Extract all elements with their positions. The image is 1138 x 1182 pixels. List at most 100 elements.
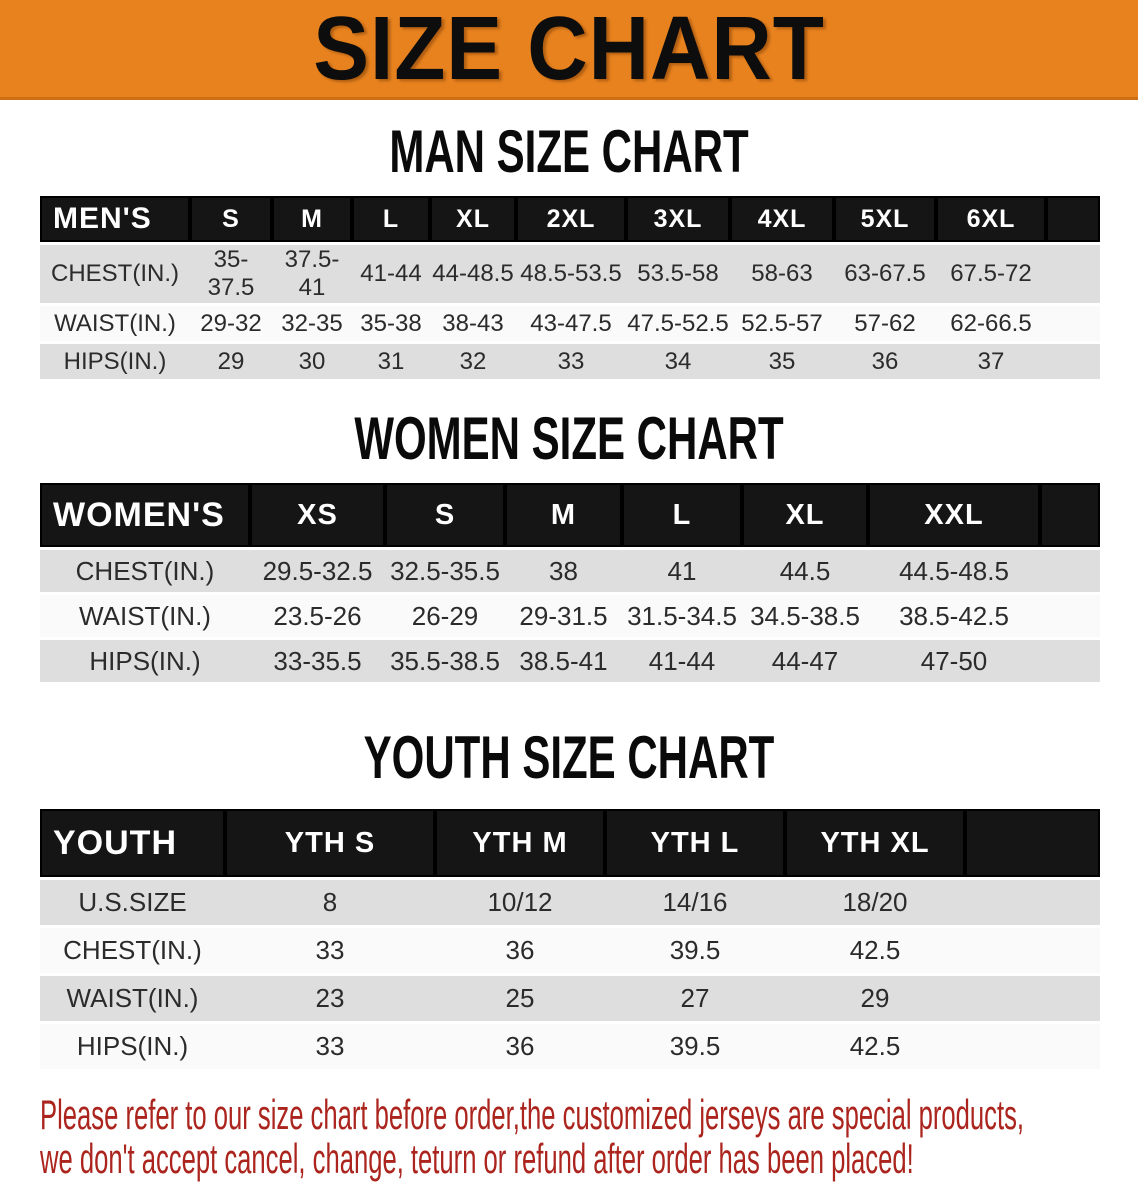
- size-value-cell: 23.5-26: [250, 592, 385, 637]
- size-column-header: 2XL: [516, 196, 626, 242]
- filler-cell: [965, 1021, 1100, 1069]
- size-value-cell: 35: [730, 341, 834, 379]
- size-value-cell: 29-32: [190, 303, 272, 341]
- size-value-cell: 43-47.5: [516, 303, 626, 341]
- filler-cell: [965, 973, 1100, 1021]
- size-value-cell: 32: [430, 341, 516, 379]
- size-value-cell: 44-47: [742, 637, 868, 682]
- size-value-cell: 44-48.5: [430, 242, 516, 303]
- banner-title: SIZE CHART: [313, 0, 825, 99]
- size-value-cell: 29.5-32.5: [250, 547, 385, 592]
- size-value-cell: 33-35.5: [250, 637, 385, 682]
- table-row: U.S.SIZE 8 10/12 14/16 18/20: [40, 877, 1100, 925]
- size-value-cell: 37: [936, 341, 1046, 379]
- youth-section-heading: YOUTH SIZE CHART: [363, 724, 775, 791]
- size-column-header: YTH L: [605, 809, 785, 877]
- size-value-cell: 34: [626, 341, 730, 379]
- size-value-cell: 37.5-41: [272, 242, 352, 303]
- size-column-header: XL: [742, 483, 868, 547]
- size-value-cell: 36: [435, 925, 605, 973]
- size-column-header: L: [352, 196, 430, 242]
- size-value-cell: 27: [605, 973, 785, 1021]
- size-column-header: 6XL: [936, 196, 1046, 242]
- row-label: CHEST(IN.): [40, 242, 190, 303]
- row-label: CHEST(IN.): [40, 925, 225, 973]
- size-value-cell: 67.5-72: [936, 242, 1046, 303]
- youth-size-table: YOUTH YTH S YTH M YTH L YTH XL U.S.SIZE 8 10/12…: [40, 809, 1100, 1069]
- table-row: HIPS(IN.) 33 36 39.5 42.5: [40, 1021, 1100, 1069]
- size-value-cell: 31: [352, 341, 430, 379]
- size-column-header: YTH XL: [785, 809, 965, 877]
- size-column-header: M: [272, 196, 352, 242]
- size-value-cell: 10/12: [435, 877, 605, 925]
- row-label: WAIST(IN.): [40, 592, 250, 637]
- size-column-header: 5XL: [834, 196, 936, 242]
- size-value-cell: 38.5-41: [505, 637, 622, 682]
- filler-cell: [1046, 196, 1100, 242]
- table-row: HIPS(IN.) 29 30 31 32 33 34 35 36 37: [40, 341, 1100, 379]
- size-value-cell: 18/20: [785, 877, 965, 925]
- size-value-cell: 52.5-57: [730, 303, 834, 341]
- size-column-header: M: [505, 483, 622, 547]
- disclaimer-line-1: Please refer to our size chart before or…: [40, 1091, 1025, 1138]
- header-row: MEN'S S M L XL 2XL 3XL 4XL 5XL 6XL: [40, 196, 1100, 242]
- filler-cell: [1040, 547, 1100, 592]
- size-value-cell: 44.5: [742, 547, 868, 592]
- size-value-cell: 44.5-48.5: [868, 547, 1040, 592]
- row-label: WAIST(IN.): [40, 973, 225, 1021]
- size-value-cell: 48.5-53.5: [516, 242, 626, 303]
- filler-cell: [1046, 242, 1100, 303]
- size-value-cell: 33: [516, 341, 626, 379]
- size-column-header: YTH M: [435, 809, 605, 877]
- men-section-heading: MAN SIZE CHART: [389, 118, 749, 185]
- size-value-cell: 8: [225, 877, 435, 925]
- men-size-table: MEN'S S M L XL 2XL 3XL 4XL 5XL 6XL CHEST(IN.) 35-37…: [40, 196, 1100, 379]
- header-row: WOMEN'S XS S M L XL XXL: [40, 483, 1100, 547]
- size-value-cell: 33: [225, 1021, 435, 1069]
- filler-cell: [1040, 483, 1100, 547]
- filler-cell: [1046, 303, 1100, 341]
- size-value-cell: 38-43: [430, 303, 516, 341]
- size-value-cell: 31.5-34.5: [622, 592, 742, 637]
- filler-cell: [1040, 637, 1100, 682]
- size-value-cell: 32-35: [272, 303, 352, 341]
- size-value-cell: 35.5-38.5: [385, 637, 505, 682]
- size-value-cell: 62-66.5: [936, 303, 1046, 341]
- table-row: CHEST(IN.) 35-37.5 37.5-41 41-44 44-48.5 48.5…: [40, 242, 1100, 303]
- size-value-cell: 36: [435, 1021, 605, 1069]
- table-row: CHEST(IN.) 33 36 39.5 42.5: [40, 925, 1100, 973]
- filler-cell: [965, 809, 1100, 877]
- row-label: HIPS(IN.): [40, 637, 250, 682]
- size-value-cell: 34.5-38.5: [742, 592, 868, 637]
- table-header-label: YOUTH: [40, 809, 225, 877]
- size-value-cell: 53.5-58: [626, 242, 730, 303]
- size-value-cell: 32.5-35.5: [385, 547, 505, 592]
- table-header-label: WOMEN'S: [40, 483, 250, 547]
- row-label: HIPS(IN.): [40, 341, 190, 379]
- table-header-label: MEN'S: [40, 196, 190, 242]
- size-value-cell: 33: [225, 925, 435, 973]
- disclaimer-line-2: we don't accept cancel, change, teturn o…: [40, 1135, 914, 1182]
- row-label: HIPS(IN.): [40, 1021, 225, 1069]
- table-row: HIPS(IN.) 33-35.5 35.5-38.5 38.5-41 41-44 44-…: [40, 637, 1100, 682]
- size-column-header: S: [190, 196, 272, 242]
- size-value-cell: 57-62: [834, 303, 936, 341]
- women-size-table: WOMEN'S XS S M L XL XXL CHEST(IN.) 29.5-32.5 32.5…: [40, 483, 1100, 682]
- size-value-cell: 58-63: [730, 242, 834, 303]
- row-label: CHEST(IN.): [40, 547, 250, 592]
- size-value-cell: 38: [505, 547, 622, 592]
- size-value-cell: 25: [435, 973, 605, 1021]
- table-row: WAIST(IN.) 23.5-26 26-29 29-31.5 31.5-34.5 34…: [40, 592, 1100, 637]
- header-row: YOUTH YTH S YTH M YTH L YTH XL: [40, 809, 1100, 877]
- table-row: WAIST(IN.) 23 25 27 29: [40, 973, 1100, 1021]
- size-column-header: 4XL: [730, 196, 834, 242]
- size-column-header: L: [622, 483, 742, 547]
- row-label: WAIST(IN.): [40, 303, 190, 341]
- size-value-cell: 41-44: [352, 242, 430, 303]
- size-value-cell: 42.5: [785, 925, 965, 973]
- size-column-header: XS: [250, 483, 385, 547]
- filler-cell: [1046, 341, 1100, 379]
- size-value-cell: 39.5: [605, 1021, 785, 1069]
- filler-cell: [965, 877, 1100, 925]
- size-value-cell: 41: [622, 547, 742, 592]
